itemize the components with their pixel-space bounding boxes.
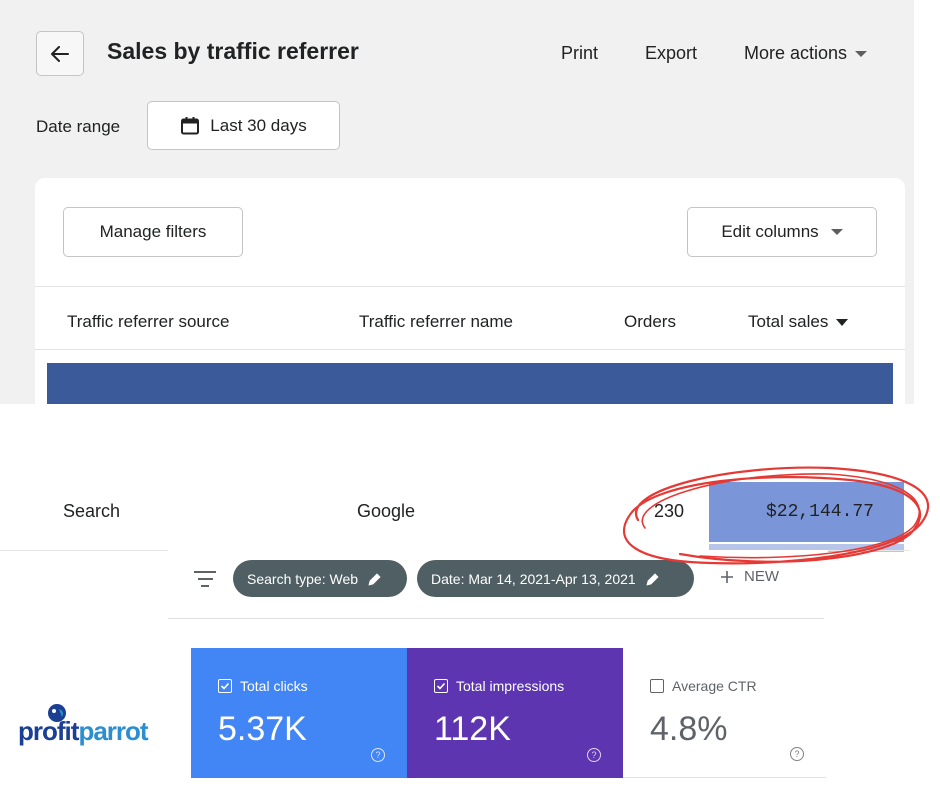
logo-o-placeholder: o — [42, 716, 58, 746]
checkbox-checked-icon[interactable] — [434, 679, 448, 693]
help-icon[interactable]: ? — [371, 748, 385, 762]
metric-label: Total clicks — [218, 678, 308, 694]
logo-wordmark: profitparrot — [18, 716, 149, 747]
divider — [35, 286, 905, 287]
checkbox-checked-icon[interactable] — [218, 679, 232, 693]
metric-value: 5.37K — [218, 710, 307, 748]
chip-search-type[interactable]: Search type: Web — [233, 560, 407, 597]
print-button[interactable]: Print — [561, 43, 599, 63]
plus-icon — [721, 570, 733, 583]
date-range-button[interactable]: Last 30 days — [147, 101, 340, 150]
profitparrot-logo: profitparrot — [18, 702, 168, 752]
more-actions-button[interactable]: More actions — [744, 43, 868, 64]
report-card: Manage filters Edit columns Traffic refe… — [35, 178, 905, 404]
column-header-name[interactable]: Traffic referrer name — [359, 312, 513, 331]
metric-tile-total-clicks[interactable]: Total clicks 5.37K ? — [191, 648, 407, 778]
calendar-icon — [181, 116, 200, 134]
metric-tile-average-ctr[interactable]: Average CTR 4.8% ? — [623, 648, 826, 778]
table-row: Search Google 230 $22,144.77 — [0, 404, 910, 552]
edit-columns-label: Edit columns — [721, 222, 819, 241]
manage-filters-button[interactable]: Manage filters — [63, 207, 243, 257]
cell-source: Search — [63, 501, 121, 521]
new-filter-button[interactable]: NEW — [720, 568, 779, 585]
back-arrow-icon — [51, 45, 69, 62]
metric-label-text: Total impressions — [456, 678, 565, 694]
edit-columns-button[interactable]: Edit columns — [687, 207, 877, 257]
export-button[interactable]: Export — [645, 43, 698, 63]
filter-icon[interactable] — [194, 571, 216, 587]
logo-part-3: parrot — [78, 716, 148, 746]
help-icon[interactable]: ? — [790, 747, 804, 761]
back-button[interactable] — [36, 31, 84, 76]
date-range-label: Date range — [36, 117, 121, 136]
help-icon[interactable]: ? — [587, 748, 601, 762]
metric-tile-total-impressions[interactable]: Total impressions 112K ? — [407, 648, 623, 778]
highlight-bar — [47, 363, 893, 404]
total-sales-label: Total sales — [748, 312, 829, 331]
caret-down-icon — [830, 229, 843, 235]
logo-part-2: fit — [56, 716, 80, 746]
metric-label-text: Average CTR — [672, 678, 757, 694]
cell-orders: 230 — [654, 501, 685, 521]
sort-desc-icon — [836, 318, 849, 326]
caret-down-icon — [855, 50, 868, 57]
metric-label: Average CTR — [650, 678, 757, 694]
pencil-icon — [368, 572, 381, 586]
checkbox-unchecked-icon[interactable] — [650, 679, 664, 693]
metric-label: Total impressions — [434, 678, 564, 694]
cell-name: Google — [357, 501, 416, 521]
divider — [168, 618, 824, 619]
chip-search-type-label: Search type: Web — [247, 570, 359, 587]
divider — [35, 349, 905, 350]
metric-value: 112K — [434, 710, 511, 748]
logo-part-1: pr — [18, 716, 43, 746]
column-header-total-sales[interactable]: Total sales — [748, 312, 849, 332]
pencil-icon — [646, 572, 659, 586]
chip-date[interactable]: Date: Mar 14, 2021-Apr 13, 2021 — [417, 560, 694, 597]
column-header-source[interactable]: Traffic referrer source — [67, 312, 230, 331]
column-header-orders[interactable]: Orders — [624, 312, 676, 331]
date-range-value: Last 30 days — [210, 115, 307, 135]
page-title: Sales by traffic referrer — [107, 38, 359, 64]
metric-value: 4.8% — [650, 710, 728, 748]
chip-date-label: Date: Mar 14, 2021-Apr 13, 2021 — [431, 570, 636, 587]
new-filter-label: NEW — [744, 568, 779, 585]
metric-label-text: Total clicks — [240, 678, 308, 694]
more-actions-label: More actions — [744, 43, 848, 63]
cell-total-sales: $22,144.77 — [709, 482, 904, 542]
parrot-icon — [48, 704, 66, 722]
